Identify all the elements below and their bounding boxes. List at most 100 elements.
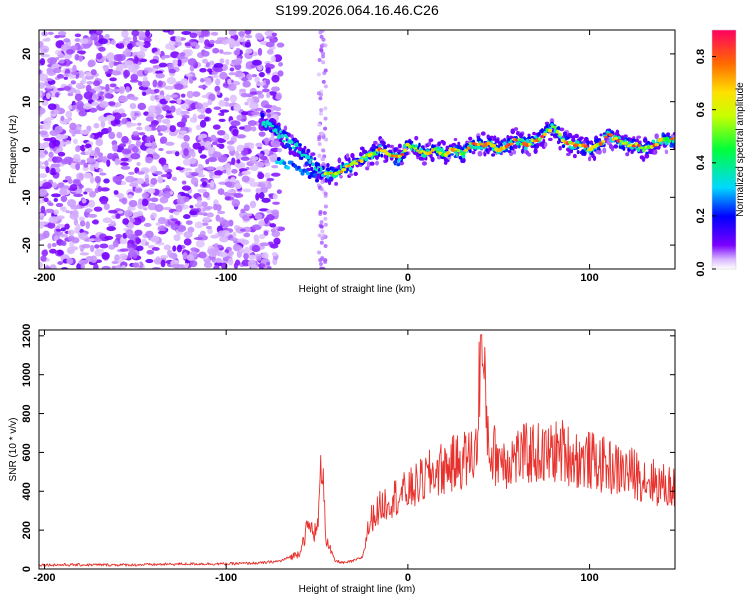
column-speckle xyxy=(317,122,322,127)
colorbar: 0.0 0.2 0.4 0.6 0.8 Normalized spectral ampl… xyxy=(695,29,746,277)
noise-speckle xyxy=(271,209,280,217)
column-speckle xyxy=(318,111,323,116)
noise-speckle xyxy=(171,263,181,269)
noise-speckle xyxy=(202,216,211,222)
noise-speckle xyxy=(266,209,273,214)
colorbar-ticks: 0.0 0.2 0.4 0.6 0.8 xyxy=(695,49,716,277)
ridge-cell xyxy=(290,140,294,144)
noise-speckle xyxy=(202,191,210,198)
ridge-cell xyxy=(308,159,312,165)
ridge-cell xyxy=(532,131,536,136)
ridge-cell xyxy=(306,155,311,160)
noise-speckle xyxy=(39,188,48,196)
noise-speckle xyxy=(46,116,55,121)
ridge-cell xyxy=(507,150,512,153)
ridge-cell xyxy=(269,122,272,126)
noise-speckle xyxy=(71,157,81,162)
noise-speckle xyxy=(39,58,46,66)
ridge-cell xyxy=(540,128,544,134)
noise-speckle xyxy=(85,221,91,230)
noise-speckle xyxy=(275,92,282,100)
ridge-core-cell xyxy=(664,136,670,141)
noise-speckle xyxy=(183,196,190,202)
noise-speckle xyxy=(39,142,42,147)
noise-speckle xyxy=(137,210,143,217)
noise-speckle xyxy=(105,83,110,92)
noise-speckle xyxy=(157,132,163,136)
column-speckle xyxy=(320,131,325,136)
noise-speckle xyxy=(233,49,240,56)
noise-speckle xyxy=(118,95,129,103)
noise-speckle xyxy=(183,238,192,246)
noise-speckle xyxy=(234,150,240,158)
noise-speckle xyxy=(66,246,75,255)
noise-speckle xyxy=(239,247,245,254)
noise-speckle xyxy=(110,220,116,226)
ridge-cell xyxy=(615,129,620,135)
column-speckle xyxy=(323,244,328,249)
noise-speckle xyxy=(46,78,53,82)
noise-speckle xyxy=(205,61,210,68)
ridge-branch-cell xyxy=(275,160,280,165)
ridge-core-cell xyxy=(461,151,466,156)
ridge-cell xyxy=(398,149,402,154)
ridge-core-cell xyxy=(390,154,394,158)
column-speckle xyxy=(318,258,323,263)
noise-speckle xyxy=(84,208,93,213)
noise-speckle xyxy=(257,183,266,188)
noise-speckle xyxy=(57,261,64,265)
colorbar-tick-label: 0.0 xyxy=(695,261,707,276)
noise-speckle xyxy=(248,101,259,110)
ridge-cell xyxy=(365,166,370,171)
noise-speckle xyxy=(154,170,163,175)
ridge-cell xyxy=(414,135,419,141)
ridge-cell xyxy=(422,155,427,158)
noise-speckle xyxy=(235,134,246,139)
noise-speckle xyxy=(210,180,215,188)
noise-speckle xyxy=(144,69,149,75)
ridge-cell xyxy=(301,149,306,154)
ridge-cell xyxy=(586,140,590,145)
noise-speckle xyxy=(184,171,190,176)
ridge-cell xyxy=(445,145,450,151)
noise-speckle xyxy=(79,220,86,227)
noise-speckle xyxy=(120,265,127,269)
noise-speckle xyxy=(244,41,252,48)
noise-speckle xyxy=(218,99,226,107)
noise-speckle xyxy=(183,50,191,58)
ridge-cell xyxy=(386,144,391,148)
column-speckle xyxy=(321,37,326,42)
noise-speckle xyxy=(219,71,228,80)
noise-speckle xyxy=(57,151,66,157)
ridge-cell xyxy=(631,138,636,142)
noise-speckle xyxy=(166,110,172,114)
noise-speckle xyxy=(229,237,239,242)
noise-speckle xyxy=(70,80,77,85)
ridge-core-cell xyxy=(624,141,629,145)
noise-speckle xyxy=(215,257,222,264)
ridge-core-cell xyxy=(413,147,418,150)
ridge-cell xyxy=(451,142,457,147)
noise-speckle xyxy=(219,109,230,113)
ridge-cell xyxy=(427,141,432,147)
noise-speckle xyxy=(157,216,166,225)
noise-speckle xyxy=(103,203,110,211)
noise-speckle xyxy=(247,120,257,127)
noise-speckle xyxy=(47,57,58,65)
noise-speckle xyxy=(157,175,164,184)
noise-speckle xyxy=(85,255,94,262)
noise-speckle xyxy=(104,235,114,240)
noise-speckle xyxy=(97,152,104,158)
noise-speckle xyxy=(228,30,237,37)
noise-speckle xyxy=(158,157,167,165)
noise-speckle xyxy=(120,165,131,170)
ridge-core-cell xyxy=(382,148,387,153)
spectrogram-x-axis-label: Height of straight line (km) xyxy=(299,284,416,295)
noise-speckle xyxy=(239,126,245,130)
noise-speckle xyxy=(257,255,262,262)
noise-speckle xyxy=(150,177,158,185)
noise-speckle xyxy=(57,182,63,189)
noise-speckle xyxy=(258,71,265,78)
ridge-cell xyxy=(646,140,651,147)
noise-speckle xyxy=(215,166,226,172)
